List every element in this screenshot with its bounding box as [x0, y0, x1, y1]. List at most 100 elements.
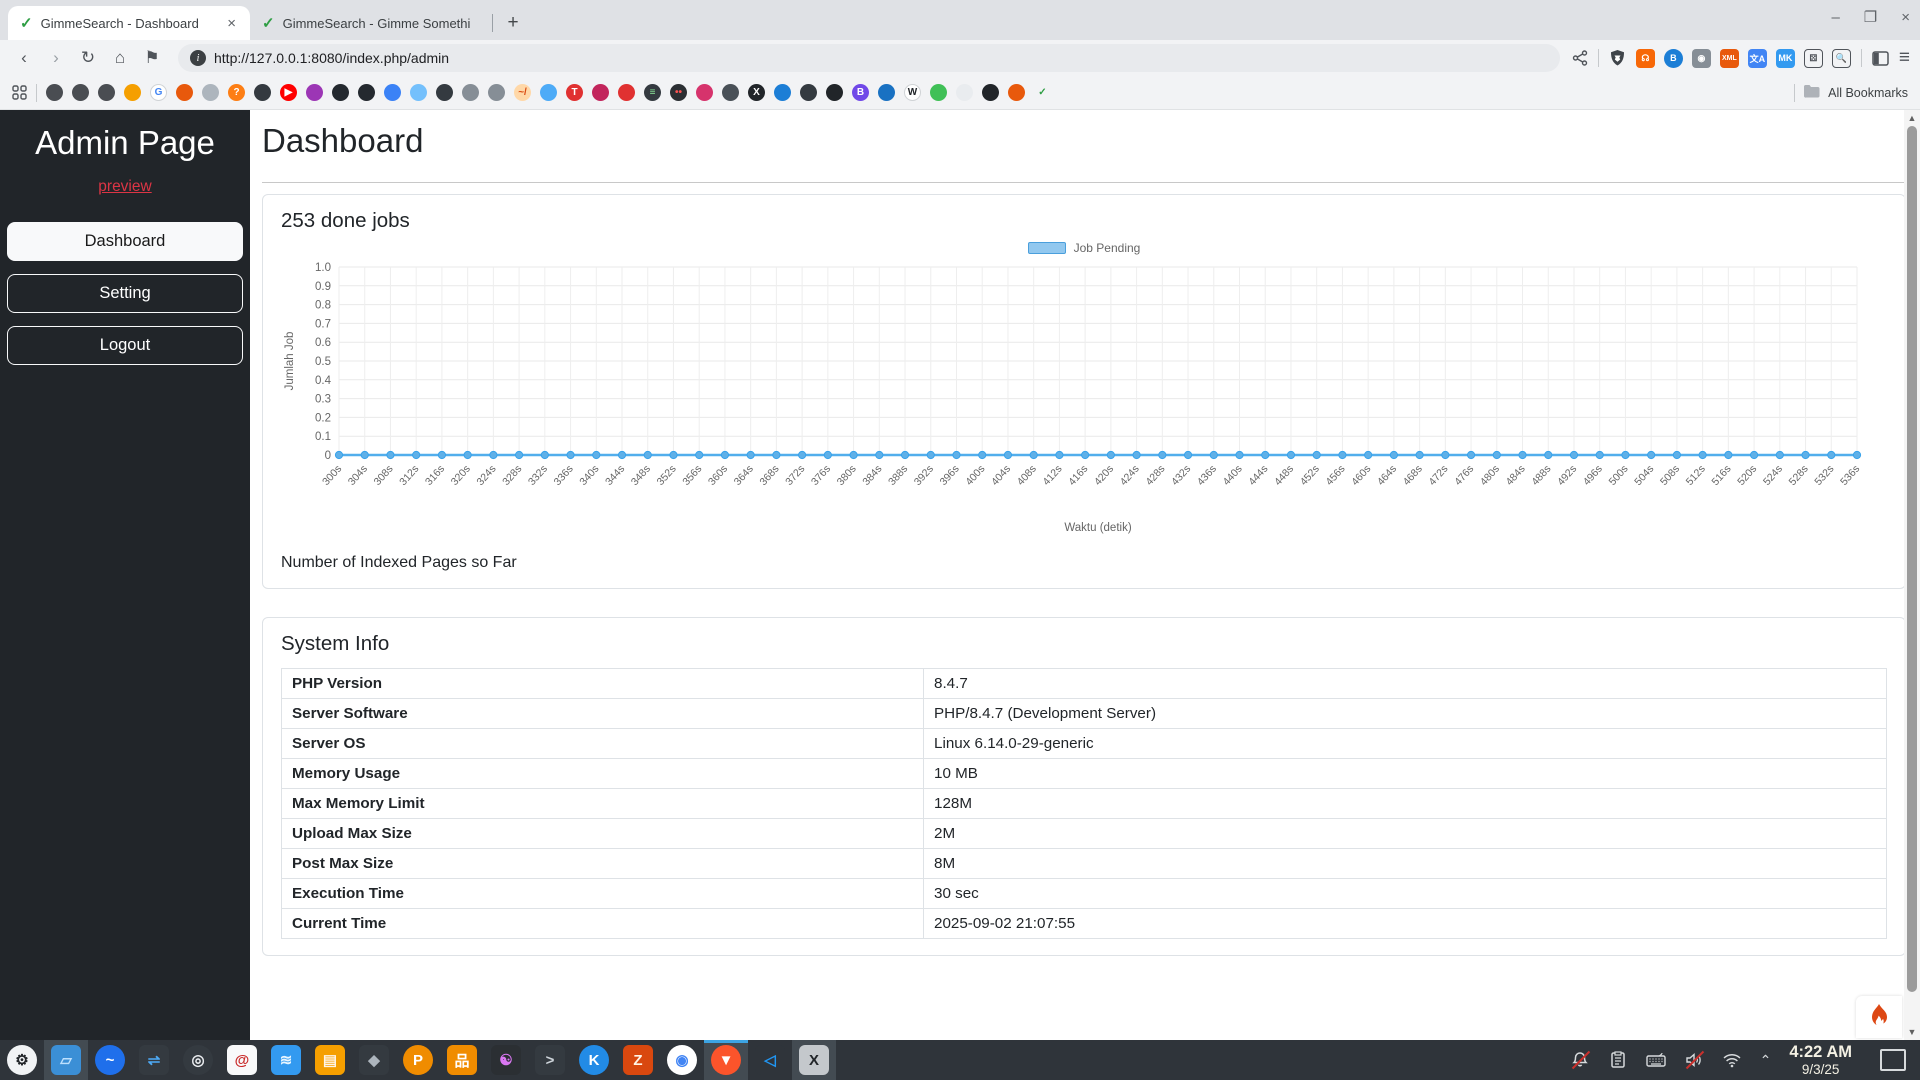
brave-shield-icon[interactable]: [1609, 49, 1626, 67]
scroll-up-icon[interactable]: ▲: [1907, 113, 1917, 123]
bookmark-orange-q[interactable]: ?: [228, 84, 245, 101]
bookmark-red-shield[interactable]: [618, 84, 635, 101]
back-button[interactable]: ‹: [21, 48, 27, 67]
app-impress[interactable]: ▤: [308, 1040, 352, 1080]
bookmark-firefox-pink[interactable]: [696, 84, 713, 101]
window-minimize-button[interactable]: –: [1831, 8, 1840, 26]
bookmark-dark-dots[interactable]: ••: [670, 84, 687, 101]
app-chrome[interactable]: ◉: [660, 1040, 704, 1080]
bookmark-dark-square[interactable]: [826, 84, 843, 101]
app-dark-kite[interactable]: ◆: [352, 1040, 396, 1080]
bookmark-red-t[interactable]: T: [566, 84, 583, 101]
bookmark-dark-badge[interactable]: [436, 84, 453, 101]
app-zim[interactable]: Z: [616, 1040, 660, 1080]
tab-dashboard[interactable]: ✓ GimmeSearch - Dashboard ×: [8, 6, 250, 40]
chart-legend[interactable]: Job Pending: [281, 237, 1887, 259]
mk-icon[interactable]: MK: [1775, 48, 1795, 68]
tray-expand-icon[interactable]: ⌃: [1759, 1051, 1772, 1068]
bookmark-blue-swirl[interactable]: [774, 84, 791, 101]
bookmark-dots-plus[interactable]: [722, 84, 739, 101]
app-xterm[interactable]: X: [792, 1040, 836, 1080]
sidebar-panel-icon[interactable]: [1872, 50, 1889, 66]
app-thunderbird[interactable]: ~: [88, 1040, 132, 1080]
taskbar-clock[interactable]: 4:22 AM 9/3/25: [1789, 1043, 1852, 1077]
app-keychain[interactable]: ◎: [176, 1040, 220, 1080]
all-bookmarks-label[interactable]: All Bookmarks: [1828, 85, 1908, 100]
bookmark-light-kb[interactable]: [956, 84, 973, 101]
scroll-down-icon[interactable]: ▼: [1907, 1027, 1917, 1037]
sidebar-item-logout[interactable]: Logout: [7, 326, 243, 365]
bookmark-purple-site[interactable]: [306, 84, 323, 101]
app-terminal[interactable]: >: [528, 1040, 572, 1080]
app-file-manager[interactable]: ▱: [44, 1040, 88, 1080]
clipboard-icon[interactable]: [1608, 1050, 1628, 1070]
show-desktop-button[interactable]: [1880, 1049, 1906, 1071]
puzzle-icon[interactable]: ⚄: [1803, 48, 1823, 68]
window-close-button[interactable]: ×: [1901, 8, 1910, 26]
address-bar[interactable]: i http://127.0.0.1:8080/index.php/admin: [178, 44, 1560, 72]
scrollbar-thumb[interactable]: [1907, 126, 1917, 992]
new-tab-button[interactable]: +: [507, 12, 519, 33]
bookmark-red-site[interactable]: [176, 84, 193, 101]
forward-button[interactable]: ›: [53, 48, 59, 67]
app-settings-sliders[interactable]: ⇌: [132, 1040, 176, 1080]
codeigniter-debug-button[interactable]: [1856, 996, 1902, 1038]
rss-icon[interactable]: ☊: [1635, 48, 1655, 68]
bookmark-youtube[interactable]: ▶: [280, 84, 297, 101]
bookmark-wiki-w[interactable]: W: [904, 84, 921, 101]
bookmark-raspberry[interactable]: [592, 84, 609, 101]
bookmark-green-site[interactable]: [930, 84, 947, 101]
bookmark-ex-black[interactable]: X: [748, 84, 765, 101]
bookmark-term-frame[interactable]: ~/: [514, 84, 531, 101]
bookmark-github-2[interactable]: [358, 84, 375, 101]
tab-gimme-something[interactable]: ✓ GimmeSearch - Gimme Somethi: [250, 6, 492, 40]
bookmark-purple-b[interactable]: B: [852, 84, 869, 101]
bookmark-this-icon[interactable]: ⚑: [144, 48, 160, 67]
bookmark-blue-arc[interactable]: [384, 84, 401, 101]
app-diagram[interactable]: 品: [440, 1040, 484, 1080]
app-system-settings[interactable]: ⚙: [0, 1040, 44, 1080]
search-box-icon[interactable]: 🔍: [1831, 48, 1851, 68]
bookmark-knot-1[interactable]: [462, 84, 479, 101]
bookmark-doc-site[interactable]: [202, 84, 219, 101]
bookmark-flame-site[interactable]: [124, 84, 141, 101]
menu-hamburger-icon[interactable]: ≡: [1898, 47, 1910, 68]
bookmark-dark-cam[interactable]: [254, 84, 271, 101]
bookmark-globe-1[interactable]: [46, 84, 63, 101]
sidebar-item-dashboard[interactable]: Dashboard: [7, 222, 243, 261]
app-brave[interactable]: ▼: [704, 1040, 748, 1080]
bookmark-chart-site[interactable]: [878, 84, 895, 101]
bookmark-dark-oval[interactable]: [982, 84, 999, 101]
xml-icon[interactable]: XML: [1719, 48, 1739, 68]
url-text[interactable]: http://127.0.0.1:8080/index.php/admin: [214, 50, 450, 66]
home-button[interactable]: ⌂: [114, 48, 126, 67]
preview-link[interactable]: preview: [98, 178, 152, 195]
bookmark-dark-list[interactable]: ≡: [644, 84, 661, 101]
reload-button[interactable]: ↻: [80, 48, 96, 67]
bookmark-penguin[interactable]: [800, 84, 817, 101]
bookmark-globe-2[interactable]: [72, 84, 89, 101]
app-portproton[interactable]: P: [396, 1040, 440, 1080]
app-k-blue[interactable]: K: [572, 1040, 616, 1080]
bookmark-globe-3[interactable]: [98, 84, 115, 101]
bookmark-knot-2[interactable]: [488, 84, 505, 101]
window-restore-button[interactable]: ❐: [1863, 9, 1878, 26]
app-grid-icon[interactable]: [12, 85, 27, 100]
keyboard-icon[interactable]: [1645, 1050, 1666, 1070]
translate-icon[interactable]: 文A: [1747, 48, 1767, 68]
bookmark-gimme-check[interactable]: ✓: [1038, 87, 1047, 98]
bookmark-blue-spark[interactable]: [410, 84, 427, 101]
site-info-icon[interactable]: i: [190, 50, 206, 66]
b-circle-icon[interactable]: B: [1663, 48, 1683, 68]
camera-icon[interactable]: ◉: [1691, 48, 1711, 68]
tab-close-icon[interactable]: ×: [227, 14, 236, 32]
app-database[interactable]: ≋: [264, 1040, 308, 1080]
app-spiral[interactable]: @: [220, 1040, 264, 1080]
app-vscode[interactable]: ◁: [748, 1040, 792, 1080]
share-icon[interactable]: [1572, 50, 1588, 66]
wifi-icon[interactable]: [1722, 1050, 1742, 1070]
bookmark-blue-ladder[interactable]: [540, 84, 557, 101]
bookmark-google[interactable]: G: [150, 84, 167, 101]
bookmark-github-1[interactable]: [332, 84, 349, 101]
page-scrollbar[interactable]: ▲ ▼: [1904, 110, 1920, 1040]
